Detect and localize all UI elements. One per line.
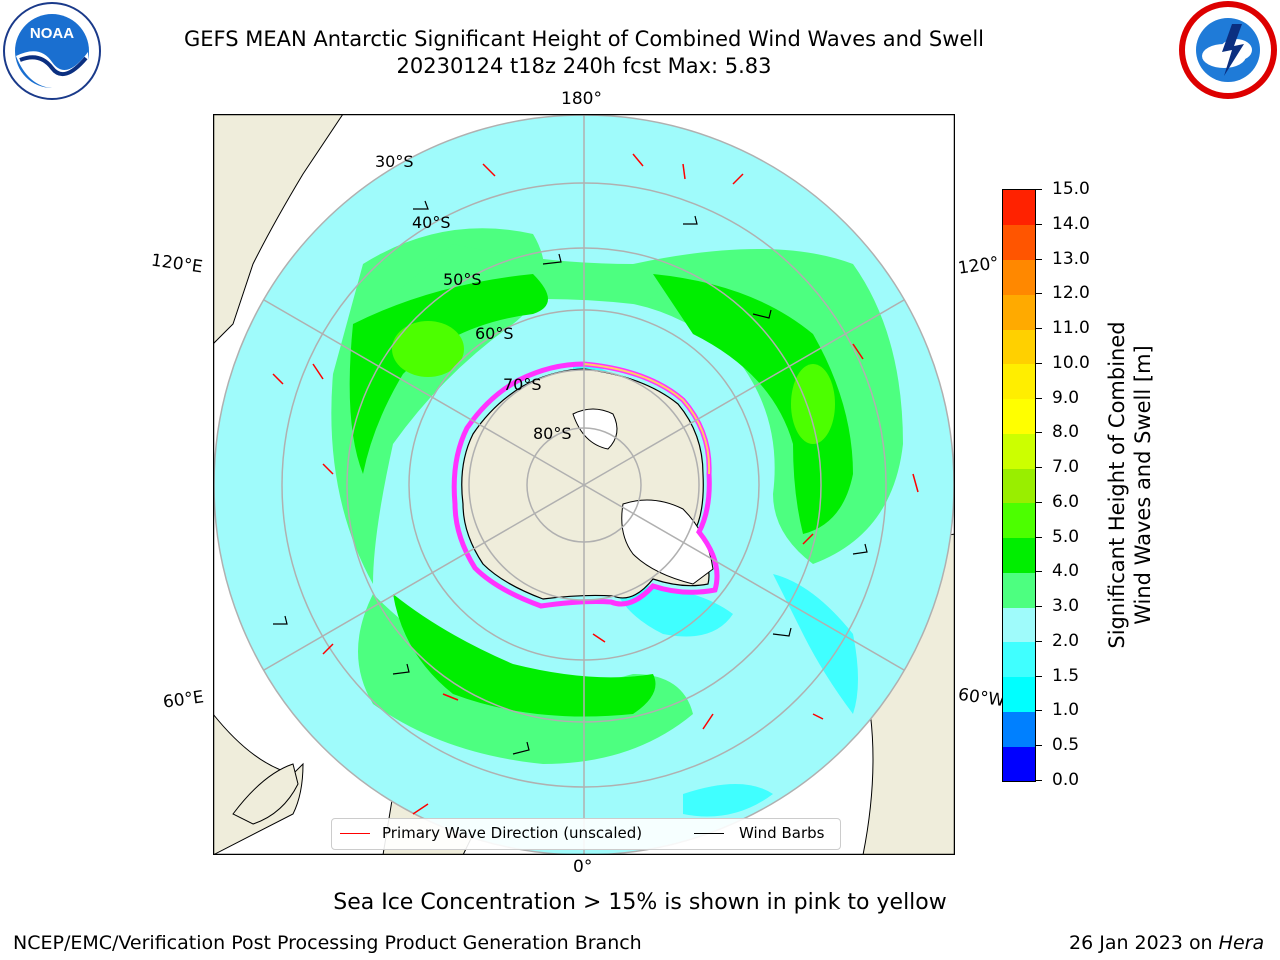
- colorbar-tick-label: 11.0: [1052, 318, 1090, 339]
- lon-label-lower-right: 60°W: [956, 684, 1007, 712]
- colorbar-segment: [1003, 259, 1035, 295]
- lat-label-30s: 30°S: [375, 152, 414, 171]
- colorbar-segment: [1003, 468, 1035, 504]
- colorbar-segment: [1003, 363, 1035, 400]
- colorbar-segment: [1003, 711, 1035, 747]
- colorbar-tick-mark: [1035, 501, 1042, 503]
- lat-label-70s: 70°S: [503, 375, 542, 394]
- noaa-logo-text: NOAA: [30, 25, 74, 42]
- colorbar-tick-mark: [1035, 397, 1042, 399]
- colorbar-segment: [1003, 224, 1035, 260]
- colorbar-segment: [1003, 676, 1035, 712]
- colorbar-tick-label: 0.5: [1052, 735, 1080, 756]
- lon-label-upper-left: 120°E: [149, 250, 204, 278]
- colorbar-tick-label: 0.0: [1052, 770, 1080, 790]
- lat-label-80s: 80°S: [533, 424, 572, 443]
- colorbar-tick-mark: [1035, 606, 1042, 608]
- colorbar-tick-label: 3.0: [1052, 596, 1080, 617]
- colorbar-tick-mark: [1035, 640, 1042, 642]
- colorbar-tick-mark: [1035, 571, 1042, 573]
- colorbar-tick-label: 10.0: [1052, 352, 1090, 373]
- colorbar-segment: [1003, 607, 1035, 643]
- colorbar-segment: [1003, 641, 1035, 678]
- colorbar-tick-label: 1.0: [1052, 700, 1080, 721]
- colorbar-tick-label: 1.5: [1052, 665, 1080, 686]
- colorbar-tick-label: 15.0: [1052, 179, 1090, 199]
- lat-label-40s: 40°S: [412, 213, 451, 232]
- colorbar-segment: [1003, 537, 1035, 573]
- wave-arrows: [272, 153, 919, 815]
- chart-subtitle: 20230124 t18z 240h fcst Max: 5.83: [396, 54, 772, 78]
- noaa-logo: NOAA: [0, 0, 104, 104]
- wave-direction-legend-line: [340, 833, 370, 834]
- colorbar-tick-label: 4.0: [1052, 561, 1080, 582]
- lon-label-bottom: 0°: [573, 857, 593, 877]
- lat-label-50s: 50°S: [443, 270, 482, 289]
- colorbar-tick-label: 6.0: [1052, 491, 1080, 512]
- colorbar-tick-mark: [1035, 189, 1042, 190]
- colorbar-tick-label: 5.0: [1052, 526, 1080, 547]
- wave-direction-legend-label: Primary Wave Direction (unscaled): [382, 824, 643, 842]
- wind-barbs: [273, 200, 868, 755]
- colorbar-tick-mark: [1035, 745, 1042, 747]
- sea-ice-caption: Sea Ice Concentration > 15% is shown in …: [333, 890, 947, 915]
- footer-org: NCEP/EMC/Verification Post Processing Pr…: [13, 932, 642, 954]
- colorbar-tick-mark: [1035, 780, 1042, 781]
- colorbar-tick-label: 9.0: [1052, 387, 1080, 408]
- colorbar-segment: [1003, 190, 1035, 226]
- nws-logo: [1178, 0, 1280, 100]
- colorbar-segment: [1003, 294, 1035, 330]
- colorbar-tick-mark: [1035, 675, 1042, 677]
- lat-label-60s: 60°S: [475, 324, 514, 343]
- colorbar-tick-mark: [1035, 362, 1042, 364]
- wind-barb-legend-line: [694, 833, 724, 834]
- lon-label-top: 180°: [561, 89, 602, 109]
- colorbar-segment: [1003, 746, 1035, 782]
- footer-date: 26 Jan 2023 on Hera: [1069, 932, 1265, 954]
- colorbar-tick-label: 14.0: [1052, 213, 1090, 234]
- colorbar-tick-mark: [1035, 293, 1042, 295]
- colorbar-tick-mark: [1035, 258, 1042, 260]
- colorbar-segment: [1003, 398, 1035, 434]
- colorbar-segment: [1003, 433, 1035, 469]
- lon-label-lower-left: 60°E: [161, 687, 206, 713]
- polar-map: Primary Wave Direction (unscaled) Wind B…: [212, 113, 956, 856]
- colorbar-tick-mark: [1035, 710, 1042, 712]
- colorbar-tick-label: 13.0: [1052, 248, 1090, 269]
- colorbar-tick-label: 12.0: [1052, 283, 1090, 304]
- colorbar-segment: [1003, 329, 1035, 365]
- lon-label-upper-right: 120°: [956, 253, 1001, 279]
- map-legend: Primary Wave Direction (unscaled) Wind B…: [331, 818, 841, 850]
- colorbar-tick-label: 2.0: [1052, 630, 1080, 651]
- colorbar-tick-label: 7.0: [1052, 457, 1080, 478]
- colorbar-tick-label: 8.0: [1052, 422, 1080, 443]
- colorbar-tick-mark: [1035, 328, 1042, 330]
- colorbar-label: Significant Height of Combined Wind Wave…: [1105, 321, 1155, 649]
- colorbar: [1002, 189, 1036, 782]
- chart-title: GEFS MEAN Antarctic Significant Height o…: [183, 27, 985, 51]
- wind-barb-legend-label: Wind Barbs: [739, 824, 825, 842]
- colorbar-segment: [1003, 502, 1035, 539]
- colorbar-tick-mark: [1035, 432, 1042, 434]
- colorbar-tick-mark: [1035, 223, 1042, 225]
- colorbar-segment: [1003, 572, 1035, 608]
- colorbar-tick-mark: [1035, 467, 1042, 469]
- colorbar-tick-mark: [1035, 536, 1042, 538]
